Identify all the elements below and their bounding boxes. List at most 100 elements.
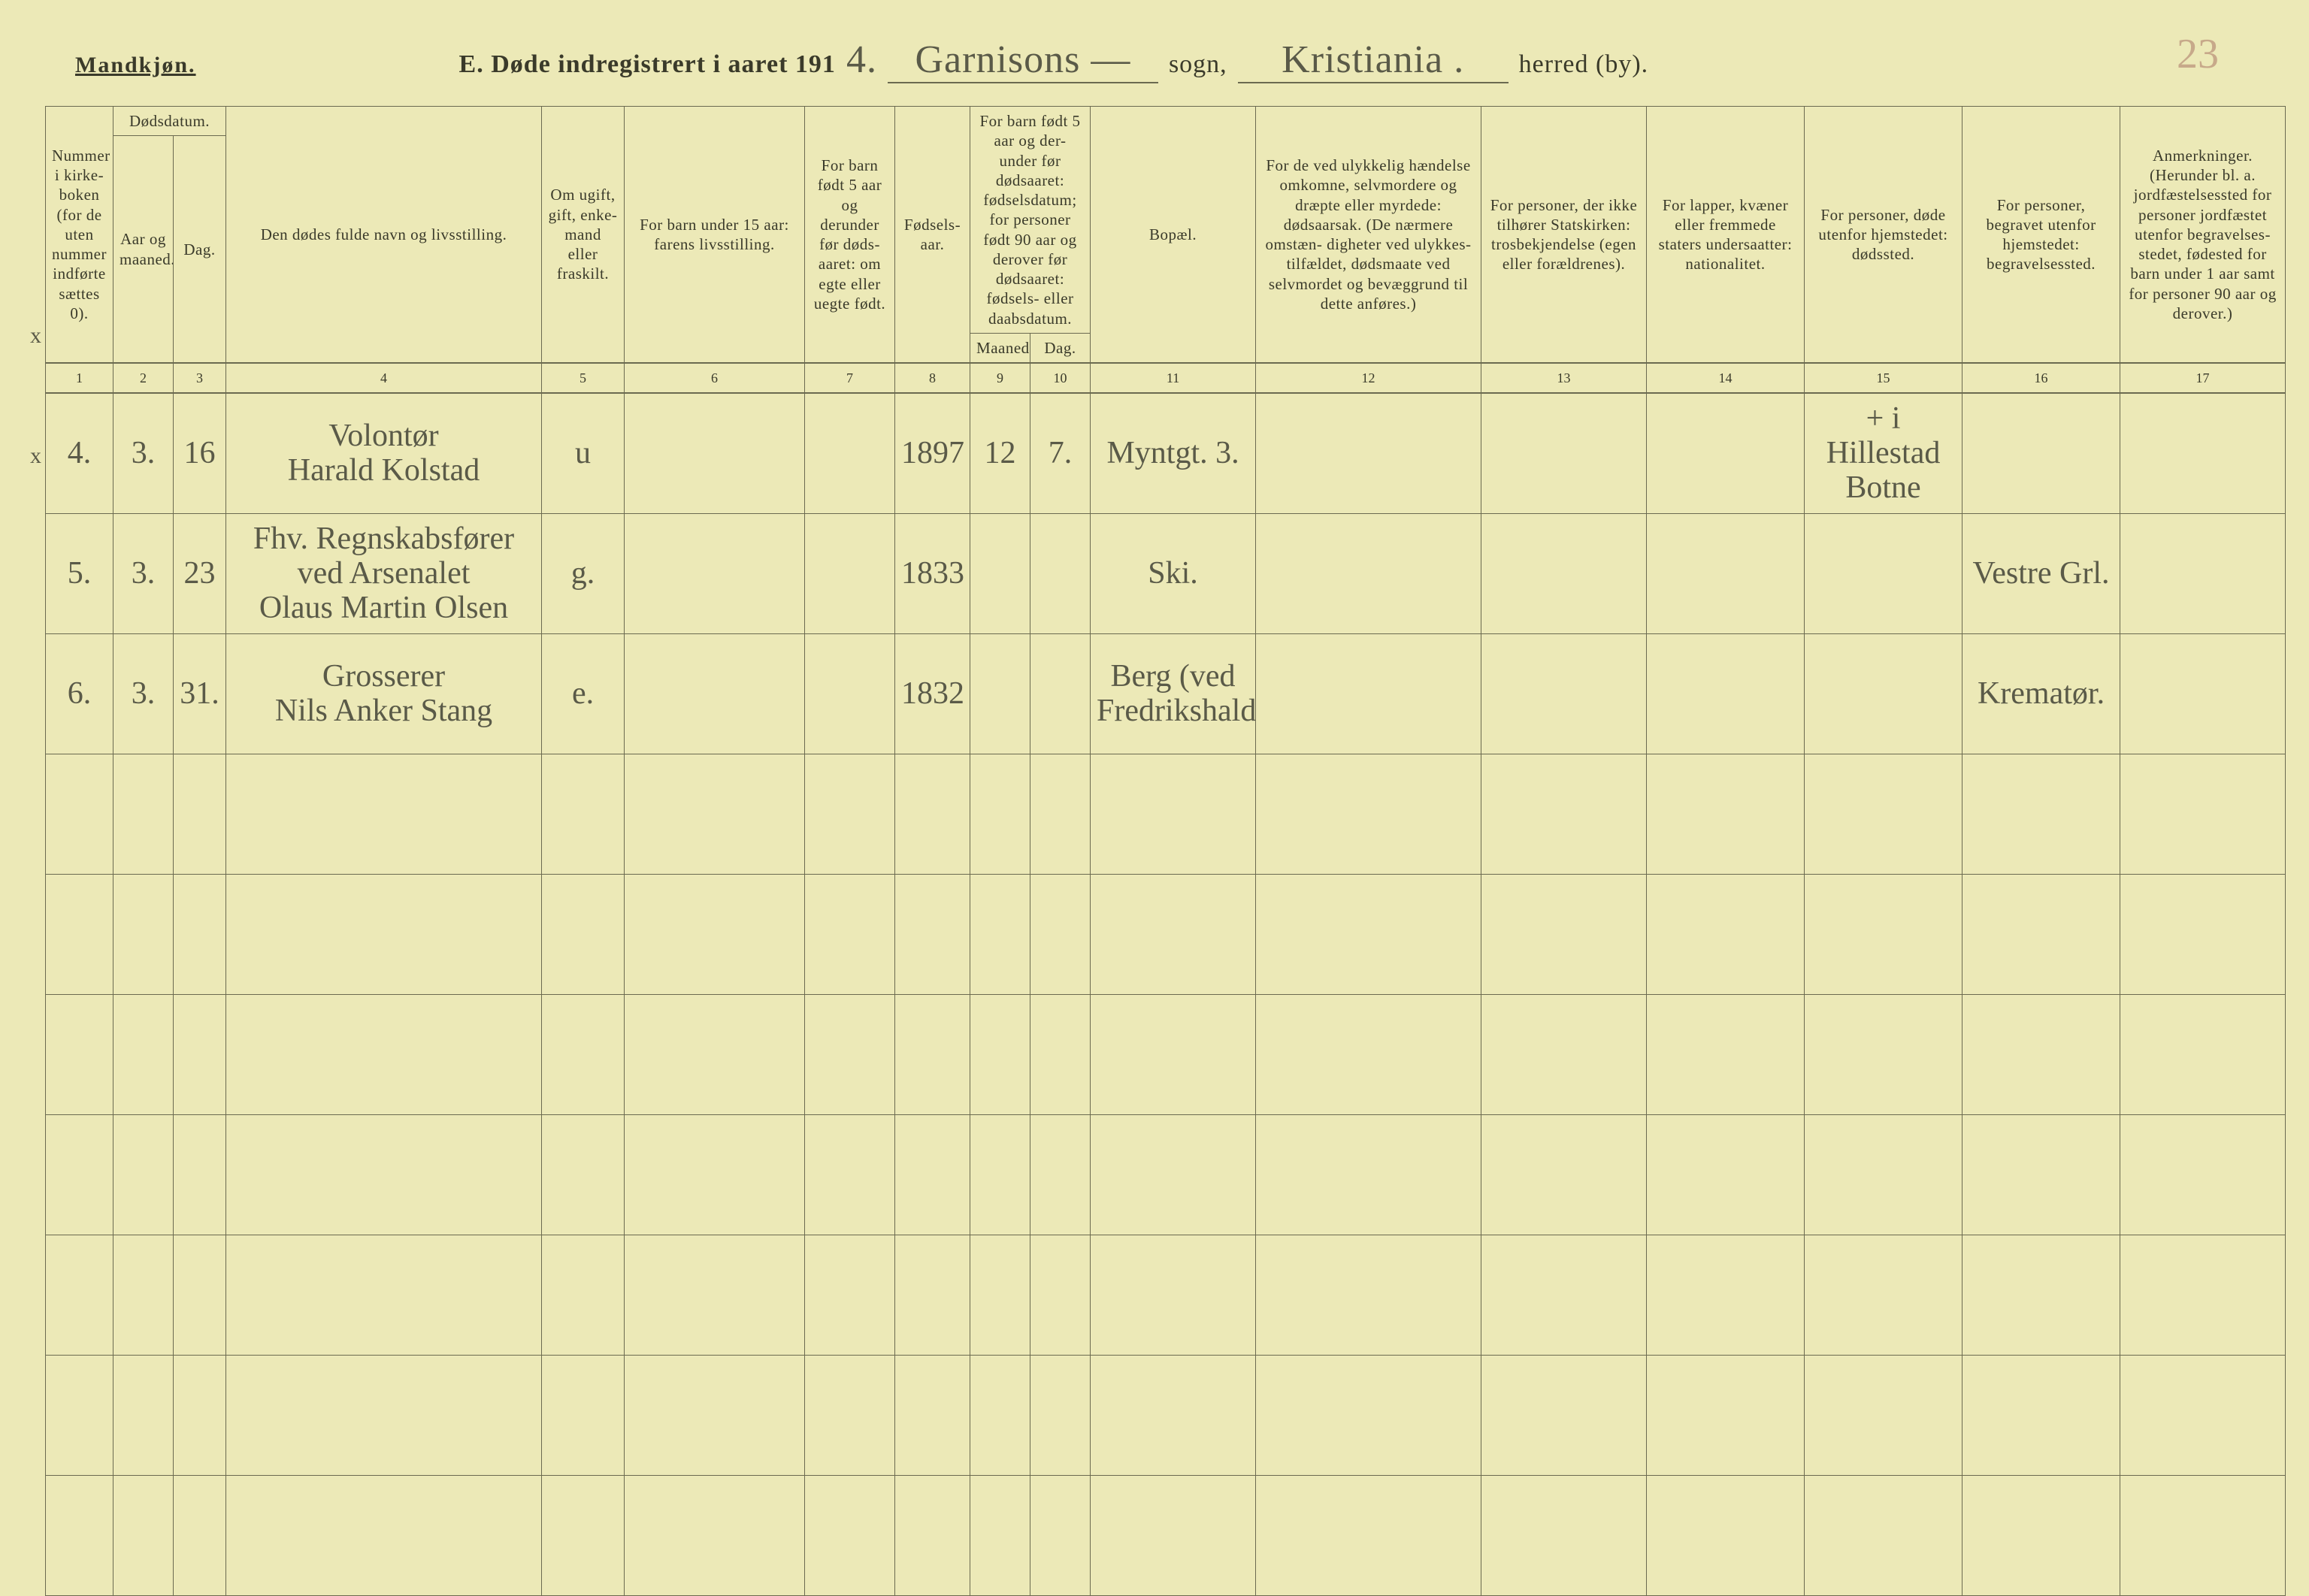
cell — [113, 1235, 174, 1355]
table-head: Nummer i kirke- boken (for de uten numme… — [46, 107, 2286, 364]
cell — [1481, 754, 1647, 874]
cell: GrossererNils Anker Stang — [226, 633, 542, 754]
cell: 1832 — [895, 633, 970, 754]
cell — [970, 1355, 1030, 1475]
cell — [1805, 1475, 1962, 1595]
col-header: Dag. — [174, 136, 226, 363]
cell: 3. — [113, 393, 174, 513]
cell — [174, 994, 226, 1114]
cell — [625, 1114, 805, 1235]
cell — [1481, 1235, 1647, 1355]
cell — [1256, 874, 1481, 994]
col-header: Maaned. — [970, 333, 1030, 363]
cell — [1962, 994, 2120, 1114]
cell: 1833 — [895, 513, 970, 633]
cell — [1030, 1114, 1091, 1235]
col-header: For personer, der ikke tilhører Statskir… — [1481, 107, 1647, 364]
cell — [1481, 874, 1647, 994]
column-number: 6 — [625, 363, 805, 393]
column-number: 9 — [970, 363, 1030, 393]
cell — [1805, 1114, 1962, 1235]
cell — [46, 994, 113, 1114]
column-number: 4 — [226, 363, 542, 393]
cell — [1805, 633, 1962, 754]
cell — [625, 754, 805, 874]
cell: 3. — [113, 513, 174, 633]
cell — [2120, 1355, 2286, 1475]
cell — [805, 754, 895, 874]
cell — [174, 1114, 226, 1235]
col-header: Anmerkninger. (Herunder bl. a. jordfæste… — [2120, 107, 2286, 364]
column-number: 5 — [542, 363, 625, 393]
cell — [895, 874, 970, 994]
cell — [1805, 754, 1962, 874]
cell — [226, 1355, 542, 1475]
col-header: Bopæl. — [1091, 107, 1256, 364]
cell — [970, 513, 1030, 633]
cell — [1256, 994, 1481, 1114]
cell — [1030, 633, 1091, 754]
cell — [625, 633, 805, 754]
cell — [1256, 393, 1481, 513]
cell — [970, 1114, 1030, 1235]
column-number: 3 — [174, 363, 226, 393]
cell — [895, 754, 970, 874]
cell — [1256, 633, 1481, 754]
cell — [1481, 1114, 1647, 1235]
cell — [805, 1475, 895, 1595]
cell — [1647, 1114, 1805, 1235]
cell — [46, 1355, 113, 1475]
col-header: For lapper, kvæner eller fremmede stater… — [1647, 107, 1805, 364]
cell: Ski. — [1091, 513, 1256, 633]
cell — [1030, 994, 1091, 1114]
cell — [625, 994, 805, 1114]
cell — [174, 754, 226, 874]
column-number-row: 1234567891011121314151617 — [46, 363, 2286, 393]
cell: 3. — [113, 633, 174, 754]
cell — [1962, 1114, 2120, 1235]
table-row — [46, 1235, 2286, 1355]
cell — [1647, 1355, 1805, 1475]
cell — [970, 994, 1030, 1114]
cell — [1256, 1114, 1481, 1235]
cell — [1647, 754, 1805, 874]
table-row: 4.3.16VolontørHarald Kolstadu1897127.Myn… — [46, 393, 2286, 513]
cell — [1805, 513, 1962, 633]
cell — [970, 1235, 1030, 1355]
column-number: 17 — [2120, 363, 2286, 393]
cell — [1647, 874, 1805, 994]
title-line: E. Døde indregistrert i aaret 1914. Garn… — [459, 38, 1649, 83]
cell: Myntgt. 3. — [1091, 393, 1256, 513]
cell — [1256, 1355, 1481, 1475]
cell — [113, 994, 174, 1114]
cell — [1091, 754, 1256, 874]
cell: Berg (ved Fredrikshald) — [1091, 633, 1256, 754]
cell — [226, 754, 542, 874]
cell — [2120, 1235, 2286, 1355]
cell — [1962, 1475, 2120, 1595]
cell: + i HillestadBotne — [1805, 393, 1962, 513]
col-header: For de ved ulykkelig hændelse omkomne, s… — [1256, 107, 1481, 364]
cell — [174, 1475, 226, 1595]
cell — [970, 754, 1030, 874]
cell — [1647, 1235, 1805, 1355]
column-number: 16 — [1962, 363, 2120, 393]
label-herred: herred (by). — [1519, 50, 1648, 79]
cell — [1030, 1355, 1091, 1475]
cell — [1647, 393, 1805, 513]
cell — [625, 1475, 805, 1595]
cell — [226, 994, 542, 1114]
gender-label: Mandkjøn. — [75, 53, 196, 78]
cell — [46, 874, 113, 994]
table-body: 12345678910111213141516174.3.16VolontørH… — [46, 363, 2286, 1595]
cell — [542, 1475, 625, 1595]
cell — [542, 1114, 625, 1235]
table-row — [46, 994, 2286, 1114]
column-number: 8 — [895, 363, 970, 393]
table-row: 6.3.31.GrossererNils Anker Stange.1832Be… — [46, 633, 2286, 754]
cell: 7. — [1030, 393, 1091, 513]
cell — [1481, 1355, 1647, 1475]
cell — [625, 513, 805, 633]
cell — [805, 874, 895, 994]
cell — [1481, 1475, 1647, 1595]
